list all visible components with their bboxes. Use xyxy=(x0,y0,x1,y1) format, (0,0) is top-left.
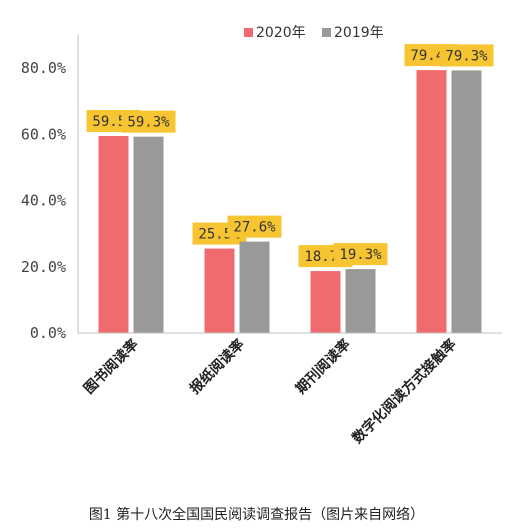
bar-series-2 xyxy=(451,70,482,333)
bar-series-1 xyxy=(416,70,447,333)
y-tick-label: 40.0% xyxy=(21,192,66,210)
y-axis: 0.0% 20.0% 40.0% 60.0% 80.0% xyxy=(21,35,79,342)
bar-chart: 2020年 2019年 0.0% 20.0% 40.0% 60.0% 80.0% 59.5… xyxy=(21,25,502,447)
data-label-background xyxy=(227,215,282,238)
bar-series-2 xyxy=(345,269,376,333)
x-category-label: 期刊阅读率 xyxy=(292,336,354,398)
data-label: 19.3% xyxy=(339,247,382,263)
bar-series: 59.5%59.3%25.5%27.6%18.7%19.3%79.4%79.3% xyxy=(86,44,494,333)
y-tick-label: 60.0% xyxy=(21,125,66,143)
x-category-label: 图书阅读率 xyxy=(80,336,142,398)
data-label: 79.3% xyxy=(445,48,488,64)
legend-swatch xyxy=(244,28,253,37)
data-label-background xyxy=(333,243,388,266)
y-tick-label: 80.0% xyxy=(21,59,66,77)
bar-series-2 xyxy=(239,241,270,333)
chart-legend: 2020年 2019年 xyxy=(244,25,384,41)
x-category-label: 数字化阅读方式接触率 xyxy=(349,336,460,447)
legend-label: 2019年 xyxy=(334,25,384,41)
bar-series-1 xyxy=(98,135,129,333)
legend-swatch xyxy=(322,28,331,37)
bar-series-1 xyxy=(204,248,235,333)
legend-label: 2020年 xyxy=(256,25,306,41)
data-label: 27.6% xyxy=(233,220,276,236)
bar-series-2 xyxy=(133,136,164,333)
data-label-background xyxy=(121,110,176,133)
data-label-background xyxy=(439,44,494,67)
data-label: 59.3% xyxy=(127,115,170,131)
y-tick-label: 20.0% xyxy=(21,258,66,276)
figure-caption: 图1 第十八次全国国民阅读调查报告（图片来自网络） xyxy=(88,507,425,523)
x-category-label: 报纸阅读率 xyxy=(186,336,248,398)
bar-series-1 xyxy=(310,271,341,333)
y-tick-label: 0.0% xyxy=(30,324,66,342)
